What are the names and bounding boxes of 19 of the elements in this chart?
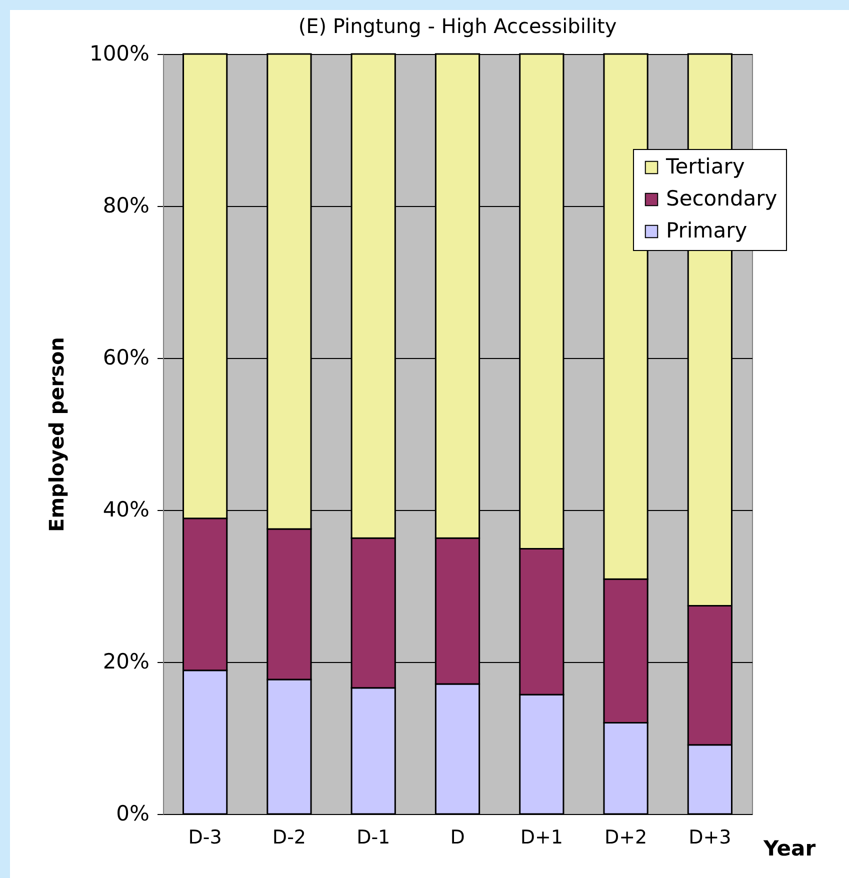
x-tick-label: D (450, 826, 465, 848)
x-tick-label: D-2 (272, 826, 306, 848)
y-tick-label: 80% (102, 194, 150, 218)
chart-title: (E) Pingtung - High Accessibility (298, 14, 617, 38)
y-tick-label: 60% (102, 346, 150, 370)
x-axis-title: Year (762, 836, 816, 860)
x-tick-label: D-1 (356, 826, 390, 848)
x-tick-label: D-3 (188, 826, 222, 848)
x-tick-label: D+1 (520, 826, 563, 848)
legend-label: Tertiary (665, 154, 745, 178)
y-axis-title: Employed person (44, 337, 68, 532)
legend-label: Primary (666, 218, 748, 242)
y-tick-label: 40% (102, 498, 150, 522)
y-tick-label: 20% (102, 650, 150, 674)
legend-label: Secondary (666, 186, 778, 210)
y-tick-label: 100% (89, 42, 150, 66)
x-tick-label: D+2 (604, 826, 648, 848)
y-tick-label: 0% (116, 802, 150, 826)
x-tick-label: D+3 (688, 826, 732, 848)
